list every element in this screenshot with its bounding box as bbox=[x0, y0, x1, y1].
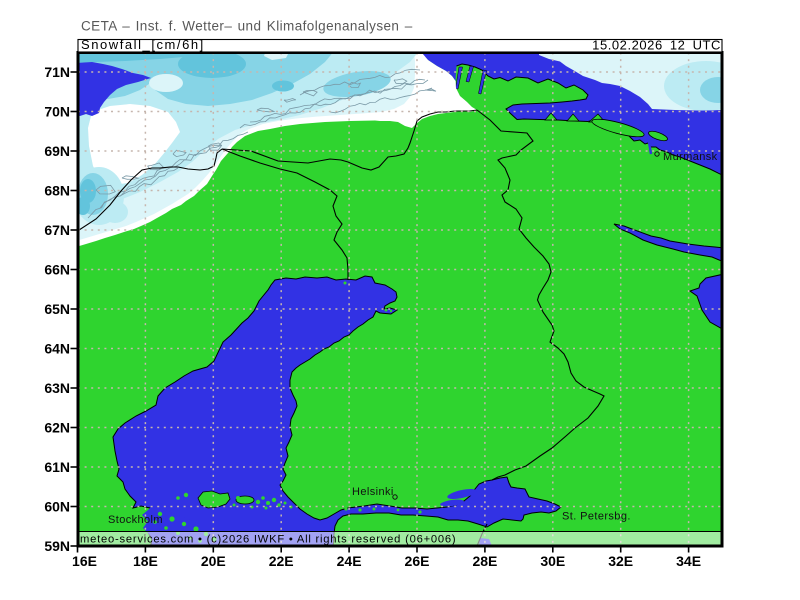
svg-text:62N: 62N bbox=[44, 420, 70, 436]
svg-text:15.02.2026 12 UTC: 15.02.2026 12 UTC bbox=[592, 38, 721, 53]
svg-text:CETA – Inst. f. Wetter– und Kl: CETA – Inst. f. Wetter– und Klimafolgena… bbox=[81, 19, 413, 34]
svg-text:18E: 18E bbox=[133, 553, 158, 569]
svg-text:69N: 69N bbox=[44, 143, 70, 159]
svg-text:68N: 68N bbox=[44, 183, 70, 199]
svg-text:64N: 64N bbox=[44, 341, 70, 357]
svg-text:16E: 16E bbox=[72, 553, 97, 569]
svg-text:meteo-services.com • (c)2026 I: meteo-services.com • (c)2026 IWKF • All … bbox=[80, 534, 456, 546]
svg-text:32E: 32E bbox=[608, 553, 633, 569]
svg-text:34E: 34E bbox=[676, 553, 701, 569]
svg-text:59N: 59N bbox=[44, 538, 70, 554]
svg-text:22E: 22E bbox=[269, 553, 294, 569]
svg-text:30E: 30E bbox=[540, 553, 565, 569]
svg-text:28E: 28E bbox=[472, 553, 497, 569]
svg-text:61N: 61N bbox=[44, 459, 70, 475]
svg-text:26E: 26E bbox=[405, 553, 430, 569]
svg-text:Stockholm: Stockholm bbox=[108, 514, 163, 526]
svg-text:20E: 20E bbox=[201, 553, 226, 569]
svg-text:24E: 24E bbox=[337, 553, 362, 569]
svg-text:Snowfall_[cm/6h]: Snowfall_[cm/6h] bbox=[81, 37, 205, 52]
svg-text:66N: 66N bbox=[44, 262, 70, 278]
svg-text:71N: 71N bbox=[44, 64, 70, 80]
svg-text:67N: 67N bbox=[44, 222, 70, 238]
svg-text:St. Petersbg.: St. Petersbg. bbox=[562, 511, 631, 523]
svg-text:70N: 70N bbox=[44, 104, 70, 120]
svg-text:Helsinki: Helsinki bbox=[352, 486, 394, 498]
svg-text:Murmansk: Murmansk bbox=[663, 151, 718, 163]
svg-text:63N: 63N bbox=[44, 380, 70, 396]
svg-text:65N: 65N bbox=[44, 301, 70, 317]
svg-text:60N: 60N bbox=[44, 499, 70, 515]
